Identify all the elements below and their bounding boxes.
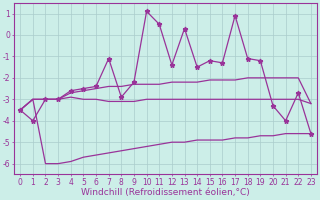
X-axis label: Windchill (Refroidissement éolien,°C): Windchill (Refroidissement éolien,°C): [81, 188, 250, 197]
